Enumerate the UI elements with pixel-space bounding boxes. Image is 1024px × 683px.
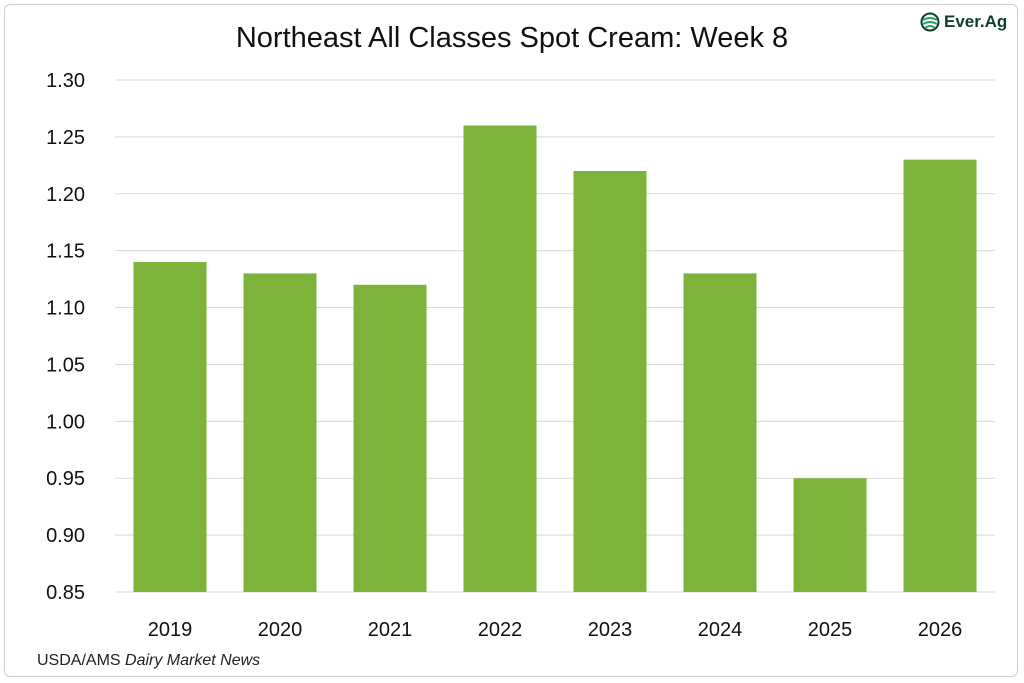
x-tick-label: 2024 (698, 619, 743, 641)
bar-2021 (353, 284, 427, 592)
x-tick-label: 2025 (808, 619, 853, 641)
bar-2026 (903, 159, 977, 592)
logo-text: Ever.Ag (944, 12, 1008, 31)
y-tick-label: 1.25 (46, 127, 85, 149)
x-tick-label: 2026 (918, 619, 963, 641)
bar-2020 (243, 273, 317, 592)
globe-icon (920, 12, 940, 32)
x-tick-label: 2023 (588, 619, 633, 641)
y-tick-label: 1.30 (46, 70, 85, 92)
source-note: USDA/AMS Dairy Market News (37, 652, 260, 670)
source-prefix: USDA/AMS (37, 652, 126, 669)
y-axis-ticks: 0.85 0.90 0.95 1.00 1.05 1.10 1.15 1.20 1.25 1.30 (46, 70, 85, 604)
bar-2022 (463, 125, 537, 592)
y-tick-label: 1.20 (46, 184, 85, 206)
x-tick-label: 2020 (258, 619, 303, 641)
x-tick-label: 2019 (148, 619, 193, 641)
y-tick-label: 0.95 (46, 468, 85, 490)
y-tick-label: 1.05 (46, 354, 85, 376)
bars (133, 125, 977, 592)
bar-2023 (573, 171, 647, 592)
x-axis-ticks: 2019 2020 2021 2022 2023 2024 2025 2026 (148, 619, 963, 641)
bar-2025 (793, 478, 867, 592)
chart-title: Northeast All Classes Spot Cream: Week 8 (235, 22, 789, 54)
x-tick-label: 2022 (478, 619, 523, 641)
bar-2024 (683, 273, 757, 592)
y-tick-label: 1.10 (46, 298, 85, 320)
x-tick-label: 2021 (368, 619, 413, 641)
y-tick-label: 0.85 (46, 582, 85, 604)
source-publication: Dairy Market News (125, 652, 261, 669)
y-tick-label: 1.00 (46, 411, 85, 433)
bar-2019 (133, 262, 207, 592)
y-tick-label: 1.15 (46, 241, 85, 263)
y-tick-label: 0.90 (46, 525, 85, 547)
ever-ag-logo: Ever.Ag (920, 12, 1007, 32)
chart-frame (4, 4, 1018, 677)
